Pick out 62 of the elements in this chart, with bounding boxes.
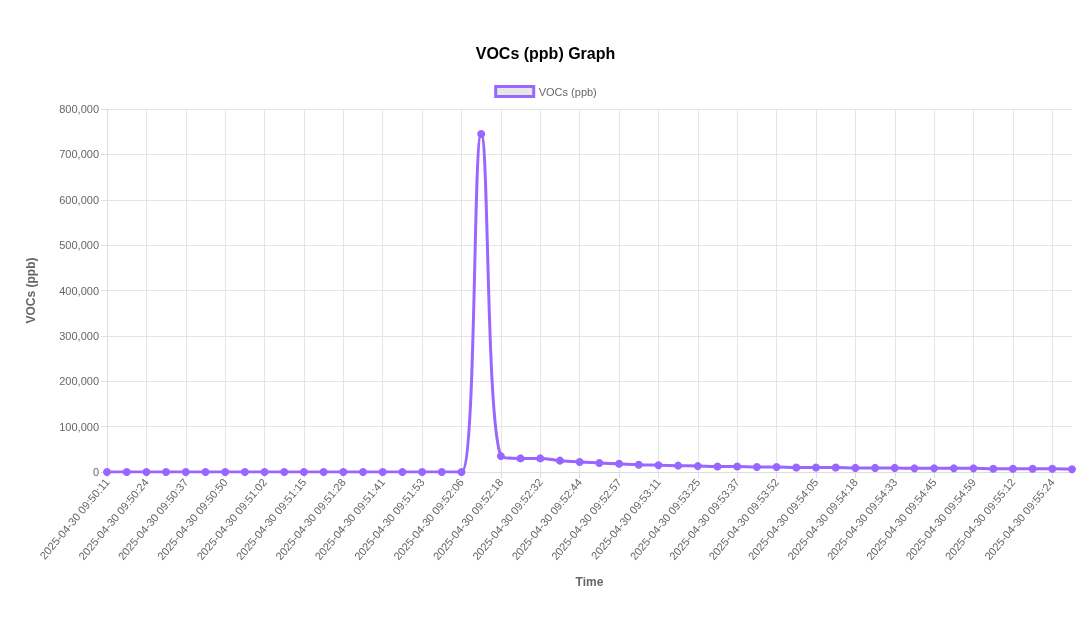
- point: [634, 460, 643, 469]
- point: [969, 464, 978, 473]
- y-tick-label: 200,000: [59, 375, 99, 388]
- point: [792, 463, 801, 472]
- point: [280, 468, 289, 476]
- y-tick-label: 600,000: [59, 193, 99, 206]
- point: [201, 468, 210, 476]
- point: [418, 468, 427, 476]
- point: [299, 468, 308, 476]
- point: [221, 468, 230, 476]
- point: [575, 458, 584, 467]
- y-tick-label: 800,000: [59, 103, 99, 115]
- point: [890, 463, 899, 472]
- point: [496, 452, 505, 461]
- point: [693, 462, 702, 471]
- point: [772, 463, 781, 472]
- x-axis-title: Time: [575, 575, 604, 589]
- point: [949, 464, 958, 473]
- point: [260, 468, 269, 476]
- point: [398, 468, 407, 476]
- point: [555, 456, 564, 465]
- point: [122, 468, 131, 476]
- point: [378, 468, 387, 476]
- y-tick-label: 300,000: [59, 329, 99, 342]
- y-axis-title: VOCs (ppb): [24, 257, 38, 324]
- point: [142, 468, 151, 476]
- point: [831, 463, 840, 472]
- point: [713, 462, 722, 471]
- point: [457, 468, 466, 476]
- chart-title: VOCs (ppb) Graph: [475, 44, 616, 62]
- point: [595, 458, 604, 467]
- point: [811, 463, 820, 472]
- point: [654, 461, 663, 470]
- point: [615, 459, 624, 468]
- point: [437, 468, 446, 476]
- y-tick-label: 700,000: [59, 148, 99, 161]
- point: [930, 464, 939, 473]
- point: [1028, 464, 1037, 473]
- legend-label: VOCs (ppb): [538, 85, 597, 98]
- point: [752, 463, 761, 472]
- point: [1048, 464, 1057, 473]
- point: [733, 462, 742, 471]
- y-tick-label: 500,000: [59, 239, 99, 252]
- point: [516, 454, 525, 463]
- point: [181, 468, 190, 476]
- point: [359, 468, 368, 476]
- point: [871, 463, 880, 472]
- point: [1008, 464, 1017, 473]
- point: [851, 463, 860, 472]
- point: [910, 464, 919, 473]
- point: [162, 468, 171, 476]
- point: [477, 129, 486, 138]
- point: [1068, 465, 1076, 474]
- point: [339, 468, 348, 476]
- y-tick-label: 400,000: [59, 284, 99, 297]
- point: [989, 464, 998, 473]
- point: [674, 461, 683, 470]
- point: [536, 454, 545, 463]
- y-tick-label: 0: [92, 466, 99, 478]
- point: [319, 468, 328, 476]
- point: [240, 468, 249, 476]
- y-tick-label: 100,000: [59, 420, 99, 433]
